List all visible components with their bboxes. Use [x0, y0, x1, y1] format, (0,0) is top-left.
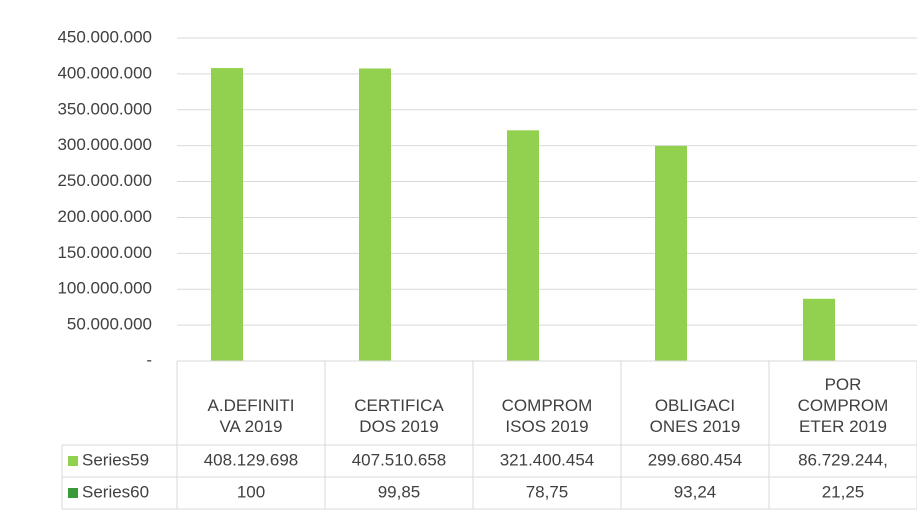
x-tick-label: CERTIFICA DOS 2019	[354, 396, 444, 436]
y-tick-label: 150.000.000	[57, 243, 152, 262]
x-tick-label: POR COMPROM ETER 2019	[797, 375, 889, 436]
x-tick-label-box: A.DEFINITI VA 2019	[207, 396, 295, 436]
table-value: 407.510.658	[352, 450, 447, 469]
table-value: 408.129.698	[204, 450, 299, 469]
x-tick-label-box: OBLIGACI ONES 2019	[649, 396, 741, 436]
y-tick-label: 100.000.000	[57, 279, 152, 298]
table-value: 78,75	[526, 482, 569, 501]
table-value: 99,85	[378, 482, 421, 501]
y-tick-label: 250.000.000	[57, 171, 152, 190]
table-value: 321.400.454	[500, 450, 595, 469]
x-tick-label: OBLIGACI ONES 2019	[649, 396, 741, 436]
y-tick-label: 300.000.000	[57, 135, 152, 154]
y-tick-label: 450.000.000	[57, 27, 152, 46]
y-tick-label: 50.000.000	[67, 315, 152, 334]
table-value: 21,25	[822, 482, 865, 501]
y-tick-label: 350.000.000	[57, 99, 152, 118]
legend-label: Series59	[82, 450, 149, 469]
bar	[803, 298, 835, 361]
bar	[359, 68, 391, 362]
y-tick-label: 200.000.000	[57, 207, 152, 226]
x-tick-label: A.DEFINITI VA 2019	[207, 396, 295, 436]
legend-key	[68, 456, 78, 466]
x-tick-label-box: POR COMPROM ETER 2019	[797, 375, 889, 436]
bar	[211, 68, 243, 361]
table-value: 100	[237, 482, 265, 501]
legend-label: Series60	[82, 482, 149, 501]
legend-key	[68, 488, 78, 498]
y-tick-label: 400.000.000	[57, 63, 152, 82]
x-tick-label-box: CERTIFICA DOS 2019	[354, 396, 444, 436]
x-tick-label: COMPROM ISOS 2019	[501, 396, 593, 436]
table-value: 86.729.244,	[798, 450, 888, 469]
table-value: 299.680.454	[648, 450, 743, 469]
bar	[655, 145, 687, 361]
bar	[507, 130, 539, 361]
x-tick-label-box: COMPROM ISOS 2019	[501, 396, 593, 436]
table-value: 93,24	[674, 482, 717, 501]
y-tick-label: -	[146, 350, 152, 369]
